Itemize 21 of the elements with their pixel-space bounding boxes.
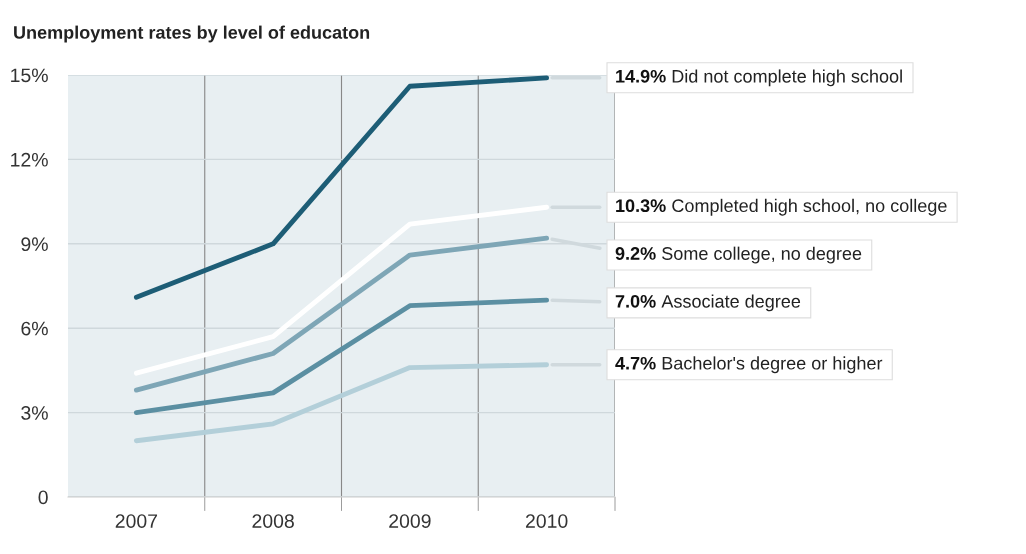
text: Did not complete high school <box>672 69 902 87</box>
x-tick-label: 2007 <box>115 514 158 528</box>
data-label: 14.9% <box>616 69 666 83</box>
y-tick-label: 0 <box>38 490 48 505</box>
text: Some college, no degree <box>662 246 862 264</box>
data-label: 7.0% <box>615 294 656 308</box>
y-tick-label: 15% <box>11 68 48 83</box>
y-tick-label: 9% <box>21 237 48 252</box>
data-label: 10.3% <box>616 199 666 213</box>
x-tick-label: 2010 <box>525 514 568 528</box>
text: Associate degree <box>661 294 801 312</box>
y-tick-label: 3% <box>21 406 48 420</box>
text: Completed high school, no college <box>672 198 947 216</box>
text: Bachelor's degree or higher <box>662 356 883 374</box>
chart-title: Unemployment rates by level of educaton <box>14 25 370 43</box>
data-label: 4.7% <box>615 356 656 370</box>
data-label: 9.2% <box>615 247 656 260</box>
y-tick-label: 6% <box>21 321 48 336</box>
x-tick-label: 2009 <box>389 514 431 528</box>
x-tick-label: 2008 <box>252 514 294 528</box>
y-tick-label: 12% <box>11 152 48 167</box>
